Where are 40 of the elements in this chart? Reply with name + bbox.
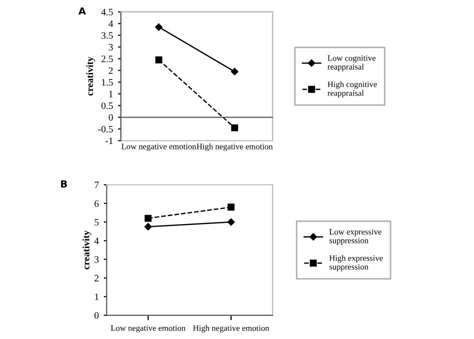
y-tick-label: 6 [94, 200, 99, 207]
y-tick-label: -1 [105, 138, 113, 144]
legend-label: Low expressive suppression [329, 228, 382, 245]
point [231, 124, 238, 132]
x-tick-label: Low negative emotion [110, 325, 186, 333]
point [228, 204, 235, 211]
y-tick-label: 5 [94, 219, 99, 226]
x-tick-label: High negative emotion [196, 143, 273, 152]
legend-label: High expressive suppression [329, 255, 383, 272]
y-tick-label: 0.5 [101, 102, 113, 110]
point [230, 68, 238, 76]
y-tick-label: 7 [94, 182, 99, 188]
y-tick-label: 1 [109, 90, 113, 98]
y-tick-label: 4 [108, 20, 114, 27]
point [144, 223, 152, 230]
legend-label: High cognitive reappraisal [328, 81, 377, 98]
x-tick-label: High negative emotion [193, 324, 270, 333]
y-tick-label: 3 [108, 44, 113, 50]
x-tick-label: Low negative emotion [122, 144, 196, 152]
y-tick-label: 4.5 [101, 8, 113, 16]
y-tick-label: 4 [94, 238, 99, 244]
y-tick-label: 0 [108, 114, 113, 121]
y-tick-label: 1.5 [102, 79, 113, 86]
y-tick-label: 0 [94, 312, 99, 319]
y-axis-title: creativity [82, 230, 92, 270]
y-axis-title: creativity [86, 56, 96, 96]
y-tick-label: 1 [95, 294, 98, 300]
point [155, 23, 162, 31]
chart-title: A [78, 7, 86, 15]
y-tick-label: 2 [94, 274, 98, 282]
y-tick-label: -0.5 [98, 126, 113, 132]
legend-label: Low cognitive reappraisal [328, 55, 376, 72]
y-tick-label: 3 [94, 256, 99, 263]
point [227, 218, 235, 226]
chart-title: B [61, 180, 67, 188]
y-tick-label: 2.5 [102, 56, 113, 62]
y-tick-label: 2 [108, 67, 113, 74]
point [144, 214, 152, 222]
y-tick-label: 3.5 [102, 32, 113, 39]
point [155, 56, 162, 64]
